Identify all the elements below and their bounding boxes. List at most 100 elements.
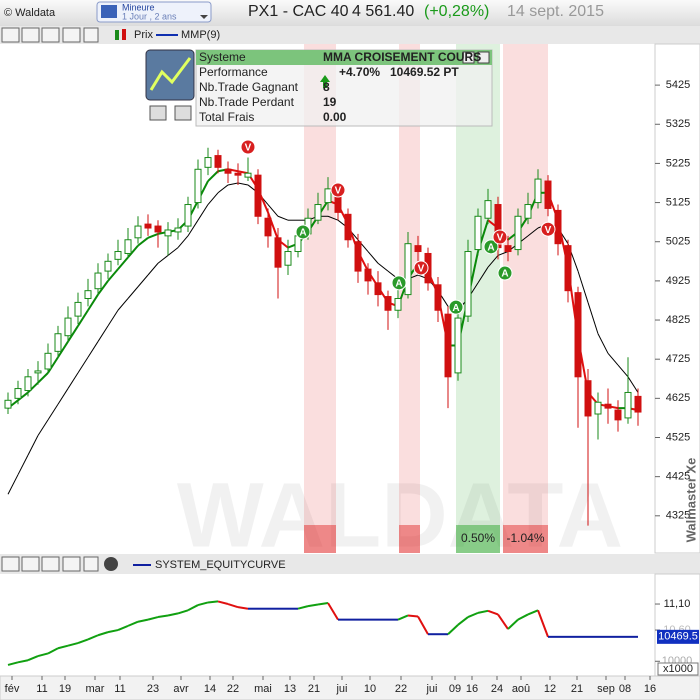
tool-button[interactable] — [1, 556, 20, 572]
signal-marker — [483, 239, 499, 255]
expand-button[interactable] — [462, 51, 475, 64]
series-segment — [77, 638, 89, 644]
trade-result: -1.04% — [506, 531, 544, 545]
x-tick-label: aoû — [512, 683, 530, 695]
series-segment — [597, 333, 609, 354]
series-segment — [47, 647, 59, 655]
series-segment — [67, 372, 79, 389]
tool-button[interactable] — [1, 27, 20, 43]
candle-body — [44, 352, 52, 370]
series-segment — [167, 247, 179, 256]
tools-icon[interactable] — [149, 105, 167, 121]
candle-body — [124, 239, 132, 254]
series-segment — [107, 309, 119, 327]
series-segment — [307, 603, 319, 608]
series-segment — [237, 606, 249, 610]
plot-area — [0, 44, 655, 553]
series-segment — [147, 232, 159, 239]
candle-body — [414, 245, 422, 253]
tool-button[interactable] — [21, 27, 40, 43]
series-segment — [57, 388, 69, 405]
series-segment — [527, 227, 539, 237]
candle-body — [604, 403, 612, 409]
series-segment — [417, 616, 429, 635]
period-dropdown[interactable] — [96, 1, 212, 23]
series-segment — [527, 609, 539, 616]
tool-button[interactable] — [83, 556, 99, 572]
series-segment — [137, 618, 149, 623]
x-tick-label: fév — [5, 683, 20, 695]
series-segment — [57, 644, 69, 650]
series-segment — [47, 403, 59, 421]
series-segment — [397, 614, 409, 621]
series-segment — [107, 629, 119, 634]
series-segment — [227, 182, 239, 186]
toolbar — [0, 26, 700, 44]
candle-body — [624, 391, 632, 419]
series-segment — [67, 325, 79, 343]
series-segment — [497, 251, 509, 256]
series-segment — [147, 262, 159, 276]
series-segment — [27, 655, 39, 662]
candle-body — [4, 399, 12, 409]
legend-label: SYSTEM_EQUITYCURVE — [155, 559, 286, 571]
candle-body — [554, 209, 562, 245]
date: 14 sept. 2015 — [507, 3, 604, 20]
x-tick-label: 11 — [36, 683, 47, 695]
series-segment — [87, 341, 99, 358]
y-tick-label: 4725 — [666, 353, 690, 365]
series-segment — [277, 215, 289, 221]
series-segment — [497, 613, 509, 630]
x-tick-label: 13 — [284, 683, 296, 695]
up-arrow — [320, 75, 330, 88]
trade-result-box — [503, 525, 548, 553]
x-tick-label: 22 — [227, 683, 239, 695]
y-tick-label: 5225 — [666, 157, 690, 169]
tool-button[interactable] — [83, 27, 99, 43]
candle-body — [594, 401, 602, 415]
x-tick-label: 08 — [619, 683, 631, 695]
period-bottom: 1 Jour , 2 ans — [122, 11, 177, 21]
series-segment — [627, 376, 639, 393]
candle-body — [364, 268, 372, 282]
candle-body — [104, 260, 112, 272]
series-segment — [407, 614, 419, 618]
price-legend: Prix — [134, 29, 153, 41]
tool-button[interactable] — [41, 27, 60, 43]
x-tick-label: avr — [173, 683, 189, 695]
signal-label: V — [245, 143, 252, 154]
signal-label: V — [497, 233, 504, 244]
candle-body — [14, 388, 22, 399]
last-value-label: 10469.5 — [658, 631, 698, 643]
candle-body — [284, 251, 292, 266]
series-segment — [17, 659, 29, 664]
x-tick-label: 16 — [644, 683, 656, 695]
close-button[interactable] — [104, 557, 118, 571]
x-tick-label: 14 — [204, 683, 216, 695]
series-segment — [477, 609, 489, 614]
candle-body — [204, 157, 212, 168]
y-tick-label: 5125 — [666, 196, 690, 208]
tool-button[interactable] — [41, 556, 60, 572]
y-tick-label: 4625 — [666, 392, 690, 404]
signal-marker — [240, 139, 256, 155]
x-tick-label: mai — [254, 683, 272, 695]
list-icon[interactable] — [174, 105, 192, 121]
candle-body — [314, 204, 322, 221]
copyright: © Waldata — [4, 7, 56, 19]
tool-button[interactable] — [21, 556, 40, 572]
tool-button[interactable] — [62, 556, 81, 572]
candle-body — [454, 317, 462, 374]
series-segment — [197, 601, 209, 607]
candle-body — [584, 380, 592, 417]
series-segment — [377, 262, 389, 272]
tool-button[interactable] — [62, 27, 81, 43]
series-segment — [447, 624, 459, 635]
candle-body — [374, 282, 382, 296]
signal-marker — [391, 275, 407, 291]
candle-icon — [115, 30, 119, 40]
series-segment — [77, 309, 89, 327]
collapse-button[interactable] — [477, 51, 490, 64]
trade-result-box — [304, 525, 336, 553]
